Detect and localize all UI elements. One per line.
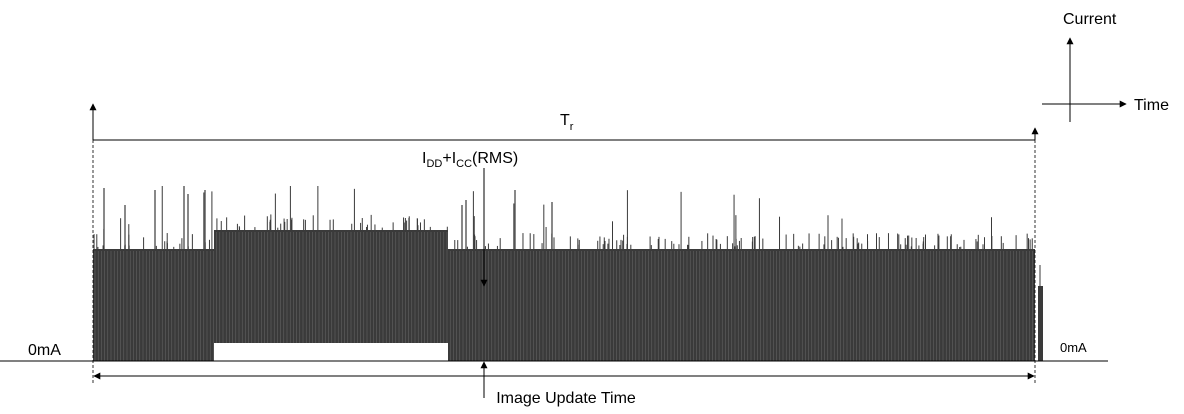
waveform-block bbox=[214, 230, 448, 343]
rms-label: IDD+ICC(RMS) bbox=[422, 150, 518, 170]
current-waveform bbox=[93, 186, 1043, 361]
zero-label-left: 0mA bbox=[28, 342, 61, 359]
axes-key: Current Time bbox=[1042, 11, 1169, 122]
zero-label-right: 0mA bbox=[1060, 340, 1087, 355]
update-time-label: Image Update Time bbox=[496, 390, 636, 407]
low-current-gap bbox=[214, 343, 448, 361]
key-y-label: Current bbox=[1063, 11, 1117, 28]
key-x-label: Time bbox=[1134, 97, 1169, 114]
period-label: Tr bbox=[560, 112, 574, 133]
waveform-block bbox=[93, 249, 214, 361]
waveform-tail bbox=[1038, 286, 1043, 361]
